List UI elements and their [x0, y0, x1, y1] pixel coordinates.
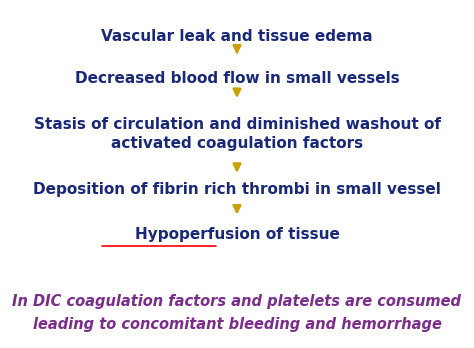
- Text: Decreased blood flow in small vessels: Decreased blood flow in small vessels: [74, 71, 400, 86]
- Text: Deposition of fibrin rich thrombi in small vessel: Deposition of fibrin rich thrombi in sma…: [33, 182, 441, 197]
- Text: Hypoperfusion of tissue: Hypoperfusion of tissue: [135, 227, 339, 243]
- Text: Vascular leak and tissue edema: Vascular leak and tissue edema: [101, 29, 373, 44]
- Text: leading to concomitant bleeding and hemorrhage: leading to concomitant bleeding and hemo…: [33, 317, 441, 332]
- Text: In DIC coagulation factors and platelets are consumed: In DIC coagulation factors and platelets…: [12, 293, 462, 309]
- Text: Stasis of circulation and diminished washout of
activated coagulation factors: Stasis of circulation and diminished was…: [34, 117, 440, 151]
